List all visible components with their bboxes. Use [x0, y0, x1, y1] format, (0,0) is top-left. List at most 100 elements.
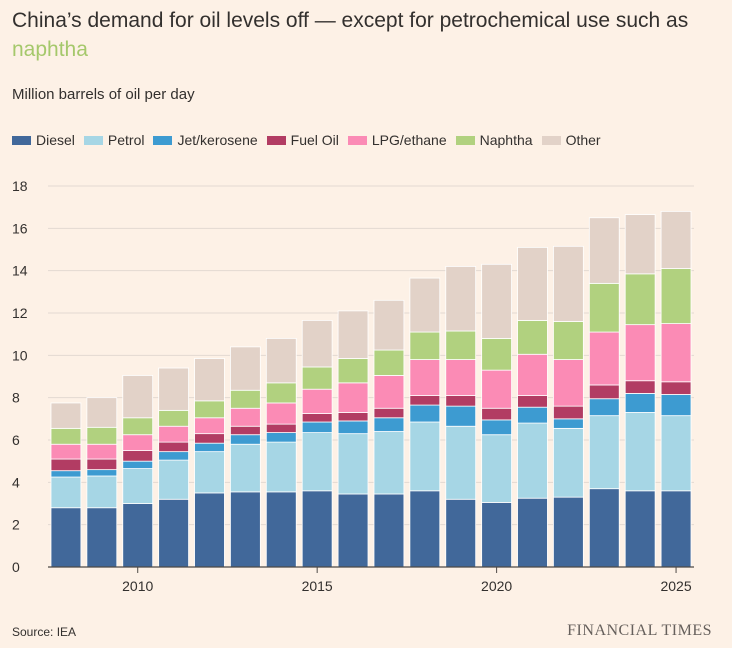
publisher-logo: FINANCIAL TIMES	[567, 622, 712, 639]
bar-segment-other-2020	[481, 263, 512, 339]
x-tick-label: 2020	[481, 578, 512, 594]
chart-subtitle: Million barrels of oil per day	[12, 86, 195, 103]
legend-item-petrol: Petrol	[83, 132, 145, 148]
bar-segment-jet-kerosene-2020	[481, 419, 512, 436]
bar-segment-lpg-ethane-2010	[122, 434, 154, 451]
y-tick-label: 8	[12, 390, 20, 406]
bar-segment-naphtha-2015	[301, 366, 333, 390]
source-note: Source: IEA	[12, 625, 77, 639]
bar-segment-naphtha-2020	[481, 337, 512, 371]
bar-segment-lpg-ethane-2018	[409, 359, 441, 396]
bar-segment-petrol-2011	[158, 459, 189, 500]
bar-segment-fuel-oil-2023	[588, 384, 620, 400]
bar-segment-petrol-2019	[445, 425, 477, 500]
bar-segment-other-2014	[265, 337, 297, 384]
bar-segment-fuel-oil-2021	[517, 395, 548, 408]
bar-segment-lpg-ethane-2013	[230, 407, 261, 427]
bar-segment-diesel-2013	[230, 491, 261, 568]
bar-segment-jet-kerosene-2014	[265, 432, 297, 443]
y-tick-label: 2	[12, 517, 20, 533]
bar-segment-lpg-ethane-2008	[50, 443, 82, 460]
bar-segment-jet-kerosene-2024	[624, 393, 656, 413]
bar-segment-other-2022	[553, 245, 584, 322]
bar-segment-diesel-2021	[517, 497, 548, 568]
y-tick-label: 10	[12, 347, 28, 363]
bar-segment-diesel-2015	[301, 490, 333, 568]
bar-segment-fuel-oil-2024	[624, 380, 656, 394]
bar-segment-other-2025	[660, 210, 692, 269]
legend-item-diesel: Diesel	[12, 132, 75, 148]
bar-segment-fuel-oil-2016	[337, 412, 369, 422]
legend-swatch-fuel-oil	[266, 135, 286, 145]
bar-segment-lpg-ethane-2022	[553, 359, 584, 407]
bar-segment-naphtha-2018	[409, 331, 441, 360]
bar-segment-petrol-2016	[337, 433, 369, 495]
bar-segment-petrol-2017	[373, 431, 405, 495]
y-tick-label: 18	[12, 178, 28, 194]
bar-segment-petrol-2024	[624, 412, 656, 492]
y-tick-label: 0	[12, 559, 20, 575]
y-tick-label: 4	[12, 474, 20, 490]
bar-segment-naphtha-2025	[660, 268, 692, 324]
bar-segment-fuel-oil-2014	[265, 423, 297, 433]
bar-segment-jet-kerosene-2019	[445, 405, 477, 427]
bar-segment-jet-kerosene-2018	[409, 404, 441, 423]
bar-segment-naphtha-2014	[265, 382, 297, 404]
bar-segment-lpg-ethane-2019	[445, 359, 477, 396]
bar-segment-petrol-2008	[50, 476, 82, 509]
bar-segment-naphtha-2019	[445, 330, 477, 360]
bar-segment-other-2011	[158, 367, 189, 411]
legend-swatch-lpg-ethane	[347, 135, 367, 145]
chart-title-main: China’s demand for oil levels off — exce…	[12, 9, 689, 32]
bar-segment-fuel-oil-2017	[373, 407, 405, 419]
bar-segment-other-2010	[122, 375, 154, 419]
bar-segment-naphtha-2023	[588, 282, 620, 333]
y-tick-label: 12	[12, 305, 28, 321]
legend-label: Petrol	[107, 132, 145, 148]
bar-segment-lpg-ethane-2011	[158, 425, 189, 443]
bar-segment-diesel-2014	[265, 491, 297, 568]
bar-segment-diesel-2012	[194, 492, 225, 568]
bar-segment-jet-kerosene-2021	[517, 406, 548, 424]
bar-segment-petrol-2021	[517, 422, 548, 499]
bar-segment-jet-kerosene-2013	[230, 434, 261, 445]
bar-segment-jet-kerosene-2017	[373, 417, 405, 432]
bar-segment-jet-kerosene-2023	[588, 398, 620, 417]
bar-segment-other-2015	[301, 320, 333, 368]
bar-segment-naphtha-2021	[517, 320, 548, 355]
bar-segment-lpg-ethane-2012	[194, 417, 225, 435]
bar-segment-diesel-2024	[624, 490, 656, 568]
bar-segment-other-2012	[194, 358, 225, 402]
legend-label: LPG/ethane	[371, 132, 447, 148]
bar-segment-fuel-oil-2018	[409, 395, 441, 406]
bar-segment-lpg-ethane-2015	[301, 388, 333, 414]
bar-segment-other-2016	[337, 310, 369, 359]
bar-segment-petrol-2022	[553, 427, 584, 498]
bar-segment-lpg-ethane-2023	[588, 331, 620, 386]
bar-segment-fuel-oil-2010	[122, 450, 154, 462]
bar-segment-petrol-2025	[660, 415, 692, 492]
chart-legend: Diesel Petrol Jet/kerosene Fuel Oil LPG/etha…	[12, 132, 610, 148]
legend-label: Jet/kerosene	[177, 132, 258, 148]
legend-swatch-diesel	[12, 135, 31, 145]
bar-segment-jet-kerosene-2012	[194, 442, 225, 453]
bar-segment-diesel-2016	[337, 493, 369, 568]
bar-segment-petrol-2009	[86, 475, 118, 509]
bar-segment-other-2023	[588, 217, 620, 284]
legend-swatch-petrol	[83, 135, 103, 145]
bar-segment-naphtha-2008	[50, 427, 82, 445]
bar-segment-lpg-ethane-2016	[337, 382, 369, 413]
bar-segment-fuel-oil-2025	[660, 381, 692, 395]
bar-segment-petrol-2018	[409, 421, 441, 492]
bar-segment-lpg-ethane-2024	[624, 324, 656, 382]
legend-item-jet-kerosene: Jet/kerosene	[153, 132, 258, 148]
bar-segment-other-2008	[50, 402, 82, 429]
bar-segment-diesel-2008	[50, 507, 82, 568]
bar-segment-other-2018	[409, 277, 441, 333]
bar-segment-naphtha-2012	[194, 400, 225, 419]
bar-segment-fuel-oil-2015	[301, 413, 333, 423]
bar-segment-fuel-oil-2022	[553, 405, 584, 420]
bar-segment-jet-kerosene-2008	[50, 470, 82, 478]
bar-segment-other-2024	[624, 214, 656, 275]
bar-segment-lpg-ethane-2021	[517, 353, 548, 396]
